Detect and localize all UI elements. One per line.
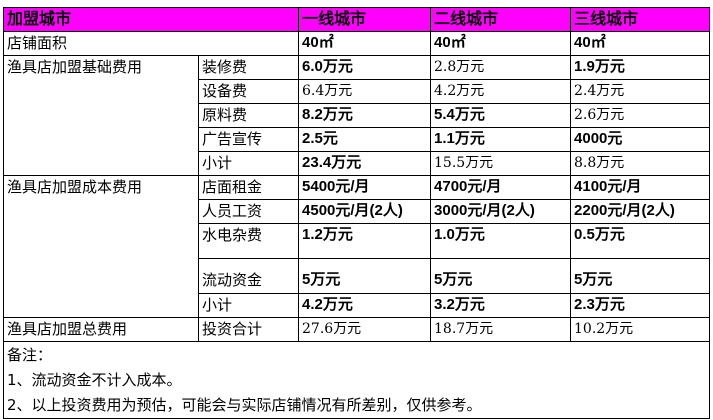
- cell: 8.8万元: [570, 151, 711, 176]
- item-label: 原料费: [197, 103, 300, 128]
- cell: 15.5万元: [430, 151, 572, 176]
- header-label: 加盟城市: [2, 7, 300, 32]
- item-label: 水电杂费: [197, 223, 300, 259]
- cell: 4.2万元: [298, 293, 432, 318]
- note-item: 2、以上投资费用为预估，可能会与实际店铺情况有所差别，仅供参考。: [7, 396, 482, 414]
- header-city-3: 三线城市: [570, 7, 711, 32]
- table-row: 渔具店加盟成本费用 店面租金 5400元/月 4700元/月 4100元/月: [3, 175, 711, 318]
- cell: 23.4万元: [298, 151, 432, 176]
- table-row: 原料费 8.2万元 5.4万元 2.6万元: [4, 103, 711, 128]
- cell: 40㎡: [430, 31, 572, 56]
- table-row: 水电杂费 1.2万元 1.0万元 0.5万元: [4, 223, 711, 259]
- cell: 5400元/月: [298, 175, 432, 200]
- table-row: 设备费 6.4万元 4.2万元 2.4万元: [4, 79, 711, 104]
- item-label: 广告宣传: [197, 127, 300, 152]
- cell: 1.9万元: [570, 55, 711, 80]
- table-row: 渔具店加盟基础费用 装修费 6.0万元 2.8万元 1.9万元: [3, 55, 711, 176]
- note-item: 1、流动资金不计入成本。: [7, 371, 182, 389]
- cell: 2.8万元: [430, 55, 572, 80]
- item-label: 投资合计: [197, 317, 300, 342]
- table-row: 店铺面积 40㎡ 40㎡ 40㎡: [2, 31, 711, 56]
- item-label: 人员工资: [197, 199, 300, 224]
- cell: 0.5万元: [570, 223, 711, 259]
- table-row: 小计 4.2万元 3.2万元 2.3万元: [4, 293, 711, 318]
- table-row: 流动资金 5万元 5万元 5万元: [4, 258, 711, 294]
- item-label: 小计: [197, 293, 300, 318]
- cell: 3.2万元: [430, 293, 572, 318]
- cell: 1.2万元: [298, 223, 432, 259]
- cell: 1.1万元: [430, 127, 572, 152]
- cell: 2.3万元: [570, 293, 711, 318]
- cell: 4.2万元: [430, 79, 572, 104]
- cell: 6.0万元: [298, 55, 432, 80]
- table-row: 渔具店加盟总费用 投资合计 27.6万元 18.7万元 10.2万元: [3, 317, 711, 342]
- group-label: 渔具店加盟总费用: [3, 317, 199, 342]
- table-row: 小计 23.4万元 15.5万元 8.8万元: [4, 151, 711, 176]
- cell: 5.4万元: [430, 103, 572, 128]
- item-label: 装修费: [197, 55, 300, 80]
- cell: 8.2万元: [298, 103, 432, 128]
- table-row: 人员工资 4500元/月(2人) 3000元/月(2人) 2200元/月(2人): [4, 199, 711, 224]
- cell: 5万元: [430, 258, 572, 294]
- group-label: 渔具店加盟基础费用: [3, 55, 199, 176]
- cell: 6.4万元: [298, 79, 432, 104]
- cell: 2.6万元: [570, 103, 711, 128]
- row-label: 店铺面积: [2, 31, 300, 56]
- item-label: 店面租金: [197, 175, 300, 200]
- notes-cell: 备注： 1、流动资金不计入成本。 2、以上投资费用为预估，可能会与实际店铺情况有…: [2, 341, 711, 419]
- cell: 1.0万元: [430, 223, 572, 259]
- cell: 18.7万元: [430, 317, 572, 342]
- item-label: 设备费: [197, 79, 300, 104]
- cell: 4000元: [570, 127, 711, 152]
- cell: 40㎡: [570, 31, 711, 56]
- cell: 4700元/月: [430, 175, 572, 200]
- cell: 2200元/月(2人): [570, 199, 711, 224]
- cell: 5万元: [298, 258, 432, 294]
- item-label: 流动资金: [197, 258, 300, 294]
- header-city-1: 一线城市: [298, 7, 432, 32]
- cell: 40㎡: [298, 31, 432, 56]
- cell: 4100元/月: [570, 175, 711, 200]
- franchise-cost-table: 加盟城市 一线城市 二线城市 三线城市 店铺面积 40㎡ 40㎡ 40㎡ 渔具店…: [2, 7, 711, 419]
- cell: 10.2万元: [570, 317, 711, 342]
- notes-row: 备注： 1、流动资金不计入成本。 2、以上投资费用为预估，可能会与实际店铺情况有…: [2, 341, 711, 419]
- notes-title: 备注：: [7, 346, 53, 364]
- header-row: 加盟城市 一线城市 二线城市 三线城市: [2, 7, 711, 32]
- cell: 2.4万元: [570, 79, 711, 104]
- cell: 4500元/月(2人): [298, 199, 432, 224]
- cell: 3000元/月(2人): [430, 199, 572, 224]
- cell: 5万元: [570, 258, 711, 294]
- header-city-2: 二线城市: [430, 7, 572, 32]
- group-label: 渔具店加盟成本费用: [3, 175, 199, 318]
- item-label: 小计: [197, 151, 300, 176]
- table-row: 广告宣传 2.5元 1.1万元 4000元: [4, 127, 711, 152]
- cell: 2.5元: [298, 127, 432, 152]
- cell: 27.6万元: [298, 317, 432, 342]
